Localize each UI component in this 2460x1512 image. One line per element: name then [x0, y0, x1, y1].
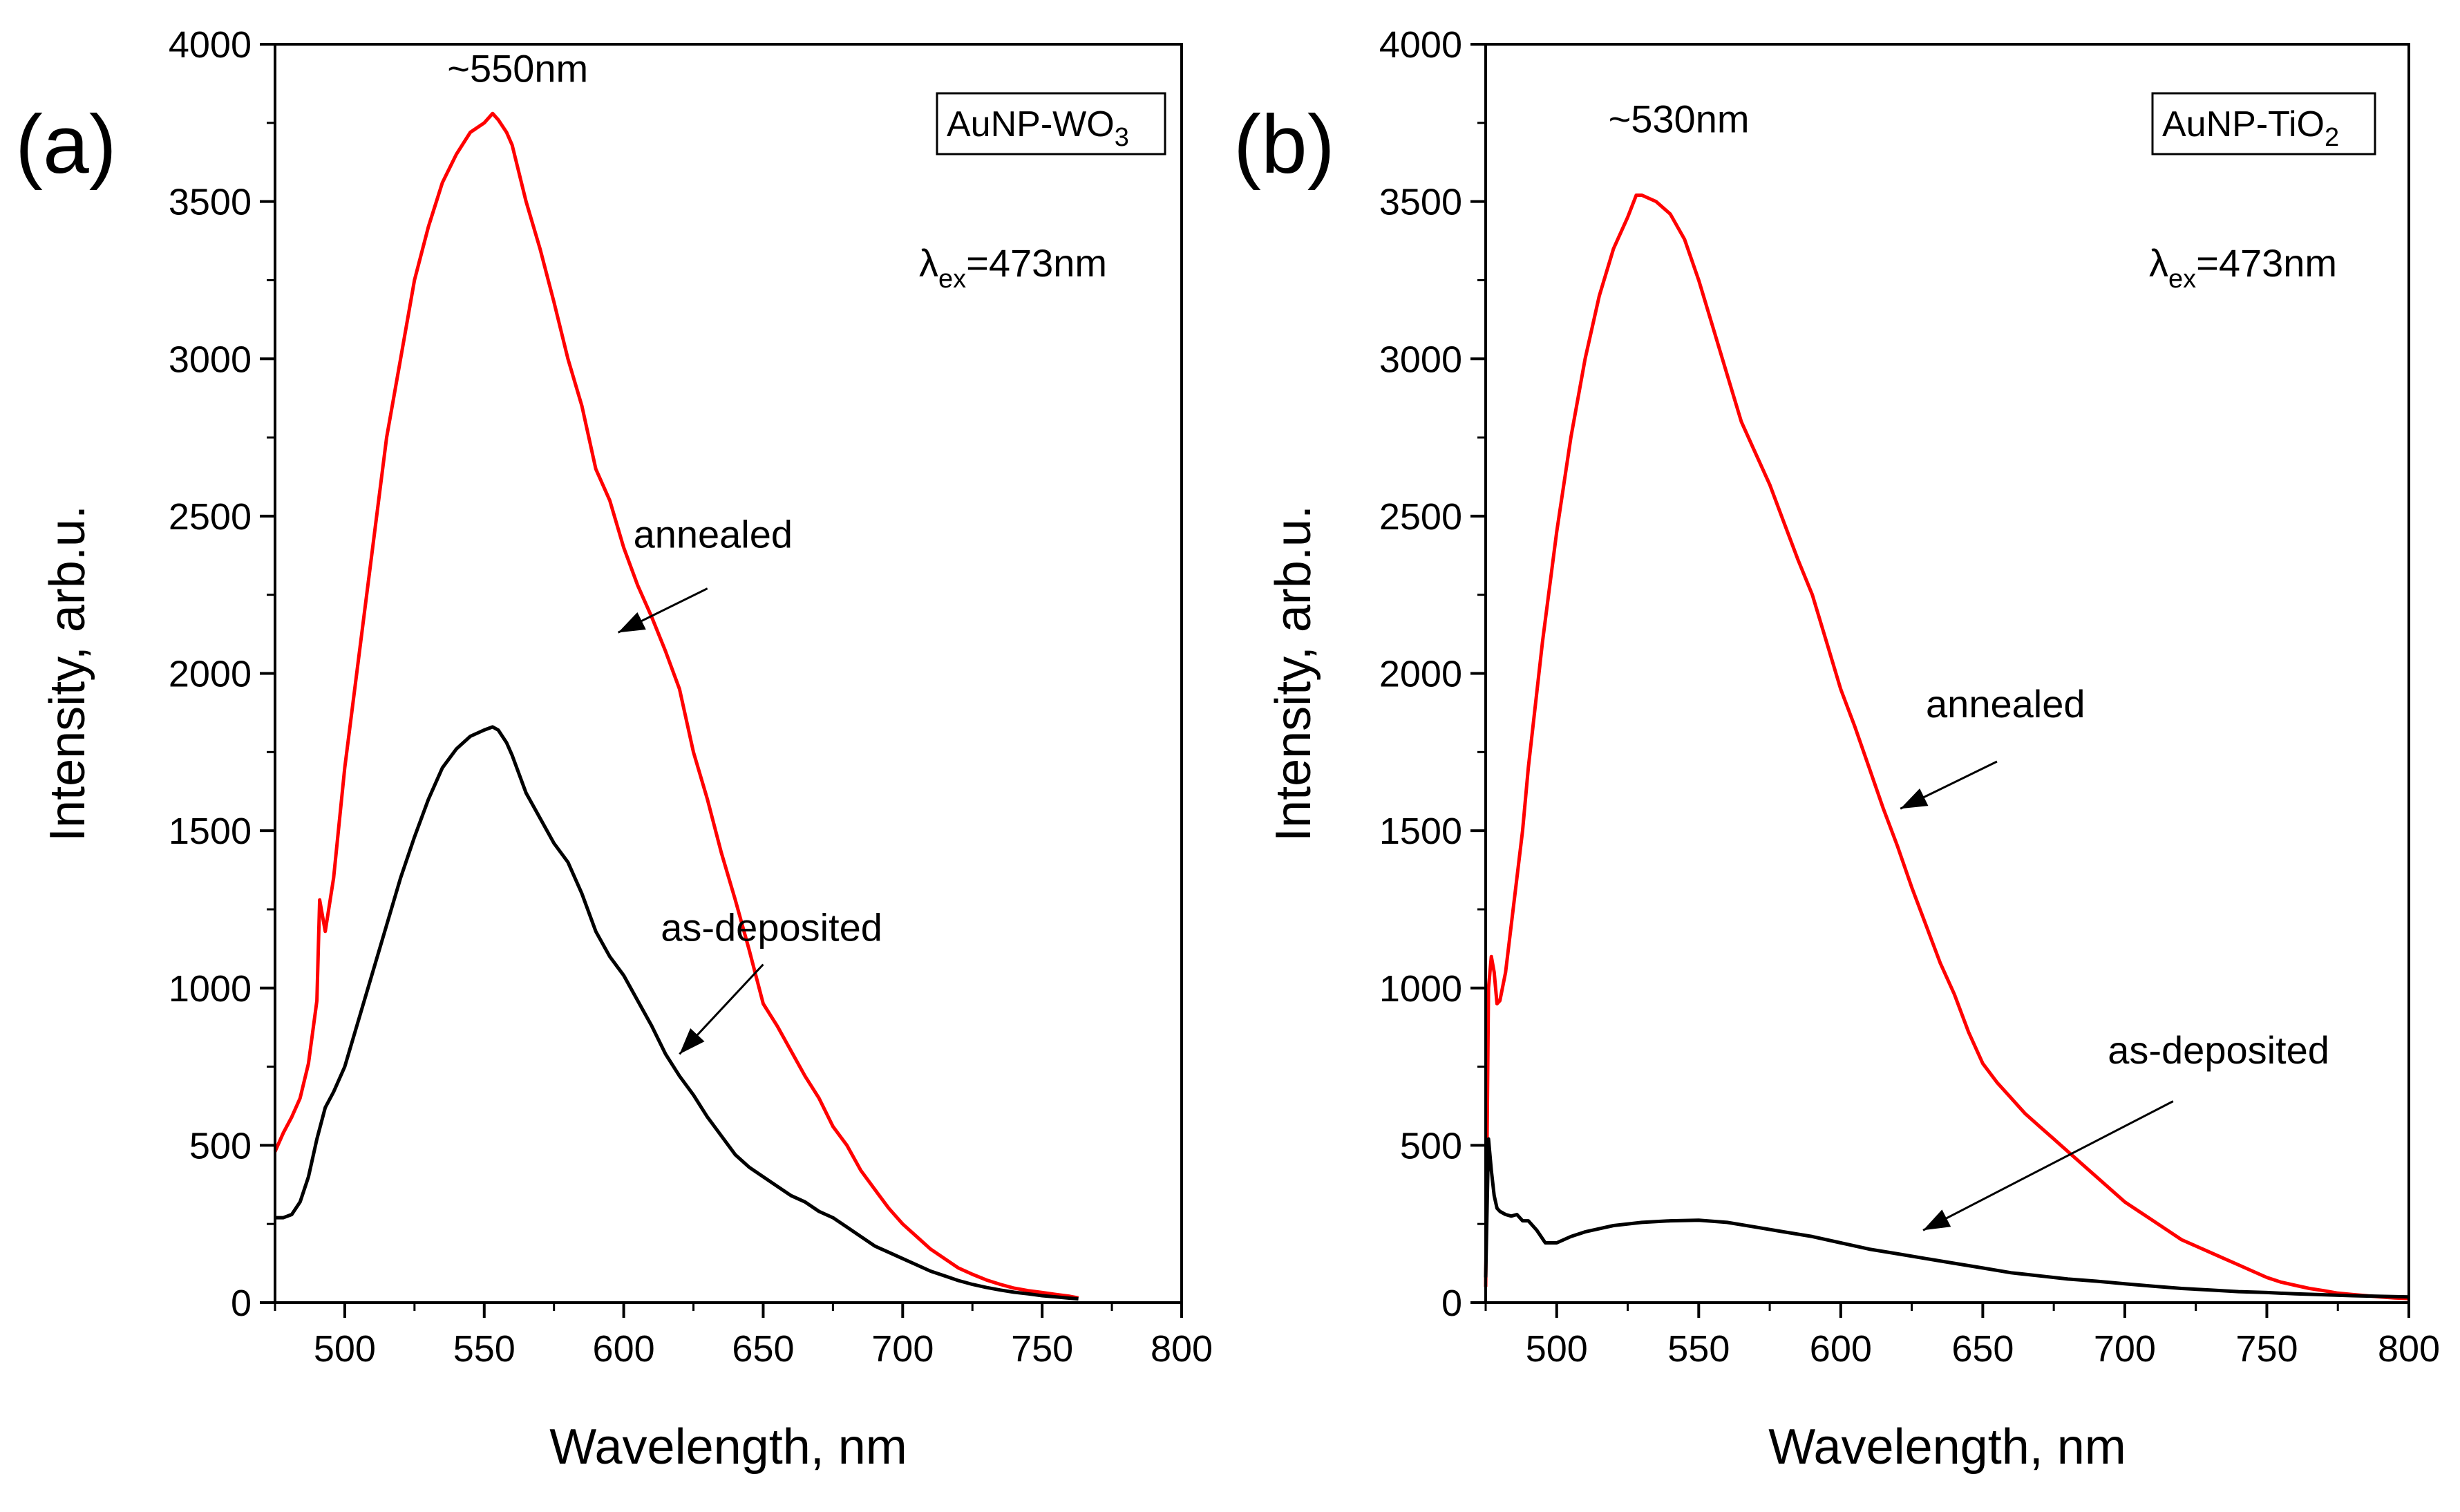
plot-border	[274, 43, 1183, 1304]
series-line-as-deposited	[1484, 1137, 2410, 1299]
y-tick-label: 0	[1441, 1283, 1462, 1324]
plot-border	[1484, 43, 2410, 1304]
sample-box-frame	[936, 92, 1166, 155]
sample-label-box: AuNP-TiO2	[2151, 92, 2376, 155]
x-tick-label: 550	[1667, 1328, 1730, 1370]
plot-frame	[274, 43, 1183, 1304]
y-tick-label: 3500	[169, 182, 252, 223]
peak-label: ~550nm	[447, 47, 588, 91]
annotation-label: annealed	[1926, 682, 2085, 726]
peak-label: ~530nm	[1609, 97, 1750, 140]
excitation-sub: ex	[938, 265, 966, 294]
plot-frame	[1484, 43, 2410, 1304]
x-tick-label: 700	[2094, 1328, 2156, 1370]
annotation-arrow-head	[618, 612, 646, 633]
x-axis-label: Wavelength, nm	[549, 1419, 907, 1475]
excitation-lambda: λ	[2149, 241, 2168, 285]
x-tick-label: 800	[2378, 1328, 2440, 1370]
y-tick-label: 2000	[169, 654, 252, 695]
x-tick-label: 700	[871, 1328, 934, 1370]
sample-label-base: AuNP-TiO	[2162, 104, 2325, 144]
annotation-label: as-deposited	[2108, 1028, 2329, 1072]
chart-b: (b) 500 550 600 650 700 750 800 0 500 1000 1500 200…	[1233, 24, 2440, 1475]
series-line-as-deposited	[275, 725, 1079, 1301]
panel-label: (b)	[1233, 98, 1335, 191]
chart-a: (a) 500 550 600 650 700 750 800 0 500 1000 1500 200…	[15, 24, 1213, 1475]
excitation-value: =473nm	[966, 241, 1107, 285]
y-tick-label: 1000	[1379, 968, 1462, 1010]
y-tick-label: 1500	[1379, 811, 1462, 852]
axes-frame: 500 550 600 650 700 750 800 0 500 1000 1500 2000 250…	[169, 24, 1213, 1370]
x-tick-label: 650	[1951, 1328, 2014, 1370]
y-tick-label: 0	[231, 1283, 252, 1324]
sample-label: AuNP-WO3	[947, 104, 1129, 152]
x-tick-label: 500	[1526, 1328, 1588, 1370]
excitation-sub: ex	[2168, 265, 2196, 294]
x-tick-label: 750	[2235, 1328, 2298, 1370]
y-tick-label: 4000	[169, 24, 252, 66]
excitation-lambda: λ	[919, 241, 938, 285]
y-tick-label: 2000	[1379, 654, 1462, 695]
y-tick-label: 1000	[169, 968, 252, 1010]
excitation-value: =473nm	[2196, 241, 2337, 285]
excitation-label: λex=473nm	[2149, 241, 2337, 294]
y-axis-label: Intensity, arb.u.	[40, 505, 95, 842]
series-line-annealed	[1484, 193, 2410, 1301]
axes-frame: 500 550 600 650 700 750 800 0 500 1000 1500 2000 250…	[1379, 24, 2440, 1370]
x-tick-label: 800	[1151, 1328, 1213, 1370]
sample-label-sub: 2	[2325, 123, 2339, 152]
series-group	[1484, 193, 2410, 1301]
y-tick-label: 1500	[169, 811, 252, 852]
sample-label-base: AuNP-WO	[947, 104, 1115, 144]
x-tick-label: 750	[1011, 1328, 1073, 1370]
x-axis-label: Wavelength, nm	[1768, 1419, 2126, 1475]
y-tick-label: 2500	[169, 496, 252, 538]
y-tick-label: 2500	[1379, 496, 1462, 538]
excitation-label: λex=473nm	[919, 241, 1107, 294]
annotation-arrow-head	[1923, 1209, 1951, 1231]
sample-label: AuNP-TiO2	[2162, 104, 2339, 152]
y-tick-label: 500	[189, 1125, 252, 1166]
y-tick-label: 3000	[1379, 339, 1462, 380]
annotation-group: annealed as-deposited	[1900, 682, 2329, 1231]
annotation-label: as-deposited	[661, 905, 882, 949]
annotation-label: annealed	[634, 512, 793, 556]
x-tick-label: 650	[732, 1328, 794, 1370]
y-axis-label: Intensity, arb.u.	[1266, 505, 1321, 842]
y-tick-label: 4000	[1379, 24, 1462, 66]
series-group	[273, 111, 1079, 1301]
sample-label-sub: 3	[1115, 123, 1129, 152]
sample-label-box: AuNP-WO3	[936, 92, 1166, 155]
annotation-arrow-head	[679, 1028, 705, 1055]
annotation-group: annealed as-deposited	[617, 512, 882, 1055]
y-tick-label: 3000	[169, 339, 252, 380]
y-tick-label: 3500	[1379, 182, 1462, 223]
y-tick-label: 500	[1400, 1125, 1462, 1166]
x-tick-label: 500	[314, 1328, 376, 1370]
x-tick-label: 600	[593, 1328, 655, 1370]
annotation-arrow-line	[1922, 1100, 2174, 1231]
sample-box-frame	[2151, 92, 2376, 155]
series-line-annealed	[273, 111, 1079, 1300]
panel-label: (a)	[15, 98, 117, 191]
x-tick-label: 550	[453, 1328, 515, 1370]
annotation-arrow-head	[1900, 788, 1929, 809]
x-tick-label: 600	[1810, 1328, 1872, 1370]
